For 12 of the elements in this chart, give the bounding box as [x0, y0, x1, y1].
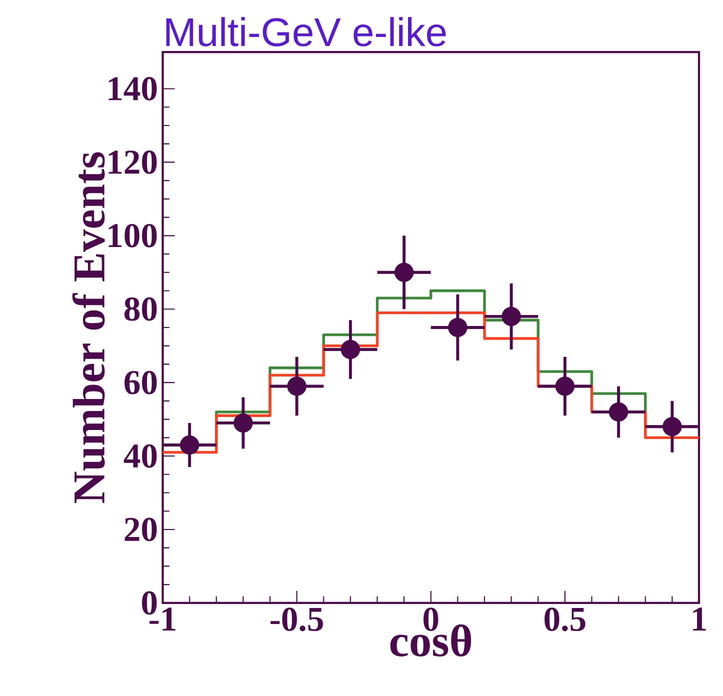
- x-tick-label: 0.5: [544, 607, 586, 632]
- y-tick-label: 140: [108, 76, 157, 100]
- chart-title: Multi-GeV e-like: [166, 16, 446, 46]
- y-tick-label: 20: [124, 518, 157, 542]
- y-axis-title: Number of Events: [72, 152, 105, 503]
- y-tick-label: 120: [108, 150, 157, 174]
- x-tick-label: 1: [693, 607, 706, 630]
- y-tick-label: 40: [124, 444, 157, 468]
- y-tick-label: 100: [108, 224, 157, 248]
- x-tick-label: -0.5: [270, 607, 323, 632]
- y-tick-label: 80: [124, 297, 157, 321]
- y-tick-label: 60: [124, 370, 157, 394]
